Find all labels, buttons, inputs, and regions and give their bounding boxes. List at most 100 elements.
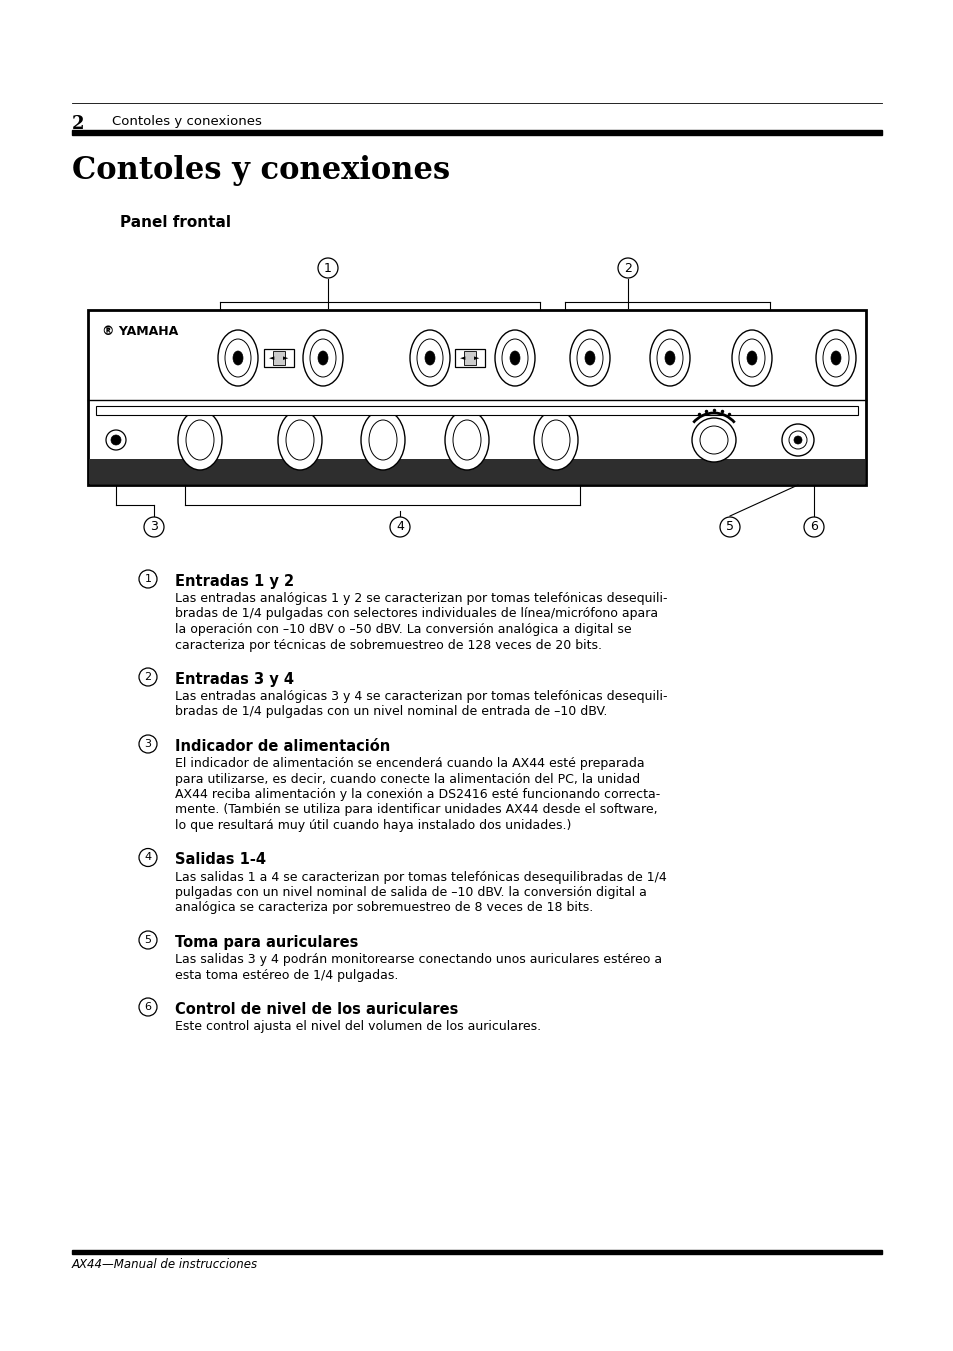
Circle shape bbox=[106, 430, 126, 450]
Bar bbox=[71, 130, 882, 135]
Circle shape bbox=[139, 998, 157, 1016]
Ellipse shape bbox=[822, 339, 848, 377]
Text: lo que resultará muy útil cuando haya instalado dos unidades.): lo que resultará muy útil cuando haya in… bbox=[174, 819, 571, 832]
Ellipse shape bbox=[317, 351, 328, 365]
Text: 1: 1 bbox=[144, 574, 152, 584]
Text: pulgadas con un nivel nominal de salida de –10 dBV. la conversión digital a: pulgadas con un nivel nominal de salida … bbox=[174, 886, 646, 898]
Text: Las salidas 3 y 4 podrán monitorearse conectando unos auriculares estéreo a: Las salidas 3 y 4 podrán monitorearse co… bbox=[174, 952, 661, 966]
Text: bradas de 1/4 pulgadas con selectores individuales de línea/micrófono apara: bradas de 1/4 pulgadas con selectores in… bbox=[174, 608, 658, 620]
Ellipse shape bbox=[453, 420, 480, 459]
Circle shape bbox=[139, 848, 157, 866]
Text: 2: 2 bbox=[623, 262, 631, 274]
Ellipse shape bbox=[186, 420, 213, 459]
Text: para utilizarse, es decir, cuando conecte la alimentación del PC, la unidad: para utilizarse, es decir, cuando conect… bbox=[174, 773, 639, 785]
Ellipse shape bbox=[444, 409, 489, 470]
Bar bbox=[71, 1250, 882, 1254]
Ellipse shape bbox=[541, 420, 569, 459]
Text: Indicador de alimentación: Indicador de alimentación bbox=[174, 739, 390, 754]
Text: Entradas 1 y 2: Entradas 1 y 2 bbox=[174, 574, 294, 589]
Text: AX44—Manual de instrucciones: AX44—Manual de instrucciones bbox=[71, 1258, 258, 1271]
Ellipse shape bbox=[286, 420, 314, 459]
Text: bradas de 1/4 pulgadas con un nivel nominal de entrada de –10 dBV.: bradas de 1/4 pulgadas con un nivel nomi… bbox=[174, 705, 607, 719]
Circle shape bbox=[720, 517, 740, 536]
Ellipse shape bbox=[225, 339, 251, 377]
Text: ►: ► bbox=[283, 355, 289, 361]
Ellipse shape bbox=[657, 339, 682, 377]
Ellipse shape bbox=[416, 339, 442, 377]
Ellipse shape bbox=[664, 351, 675, 365]
Text: 5: 5 bbox=[725, 520, 733, 534]
Text: 1: 1 bbox=[324, 262, 332, 274]
Circle shape bbox=[139, 570, 157, 588]
Text: Entradas 3 y 4: Entradas 3 y 4 bbox=[174, 671, 294, 688]
Circle shape bbox=[618, 258, 638, 278]
Text: Toma para auriculares: Toma para auriculares bbox=[174, 935, 358, 950]
Ellipse shape bbox=[410, 330, 450, 386]
Bar bbox=[88, 309, 865, 485]
Text: esta toma estéreo de 1/4 pulgadas.: esta toma estéreo de 1/4 pulgadas. bbox=[174, 969, 398, 981]
Circle shape bbox=[700, 426, 727, 454]
Bar bbox=[96, 407, 857, 415]
Ellipse shape bbox=[815, 330, 855, 386]
Bar bbox=[89, 459, 864, 484]
Text: mente. (También se utiliza para identificar unidades AX44 desde el software,: mente. (También se utiliza para identifi… bbox=[174, 804, 657, 816]
Text: la operación con –10 dBV o –50 dBV. La conversión analógica a digital se: la operación con –10 dBV o –50 dBV. La c… bbox=[174, 623, 631, 636]
Circle shape bbox=[793, 436, 801, 444]
Circle shape bbox=[691, 417, 735, 462]
Text: 3: 3 bbox=[150, 520, 158, 534]
Ellipse shape bbox=[731, 330, 771, 386]
Text: 3: 3 bbox=[144, 739, 152, 748]
Ellipse shape bbox=[303, 330, 343, 386]
Ellipse shape bbox=[501, 339, 527, 377]
Text: El indicador de alimentación se encenderá cuando la AX44 esté preparada: El indicador de alimentación se encender… bbox=[174, 757, 644, 770]
Text: 2: 2 bbox=[144, 671, 152, 682]
Ellipse shape bbox=[277, 409, 322, 470]
Bar bbox=[455, 349, 484, 367]
Circle shape bbox=[317, 258, 337, 278]
Text: caracteriza por técnicas de sobremuestreo de 128 veces de 20 bits.: caracteriza por técnicas de sobremuestre… bbox=[174, 639, 601, 651]
Text: Control de nivel de los auriculares: Control de nivel de los auriculares bbox=[174, 1002, 457, 1017]
Ellipse shape bbox=[218, 330, 257, 386]
Ellipse shape bbox=[360, 409, 405, 470]
Text: 6: 6 bbox=[144, 1002, 152, 1012]
Circle shape bbox=[144, 517, 164, 536]
Ellipse shape bbox=[739, 339, 764, 377]
Text: 4: 4 bbox=[144, 852, 152, 862]
Bar bbox=[264, 349, 294, 367]
Ellipse shape bbox=[424, 351, 435, 365]
Ellipse shape bbox=[569, 330, 609, 386]
Circle shape bbox=[788, 431, 806, 449]
Ellipse shape bbox=[310, 339, 335, 377]
Ellipse shape bbox=[534, 409, 578, 470]
Ellipse shape bbox=[510, 351, 519, 365]
Text: Panel frontal: Panel frontal bbox=[120, 215, 231, 230]
Bar bbox=[463, 351, 476, 365]
Text: ◄: ◄ bbox=[460, 355, 465, 361]
Circle shape bbox=[803, 517, 823, 536]
Ellipse shape bbox=[584, 351, 595, 365]
Ellipse shape bbox=[746, 351, 757, 365]
Text: Las entradas analógicas 1 y 2 se caracterizan por tomas telefónicas desequili-: Las entradas analógicas 1 y 2 se caracte… bbox=[174, 592, 667, 605]
Text: Este control ajusta el nivel del volumen de los auriculares.: Este control ajusta el nivel del volumen… bbox=[174, 1020, 540, 1034]
Circle shape bbox=[139, 735, 157, 753]
Text: analógica se caracteriza por sobremuestreo de 8 veces de 18 bits.: analógica se caracteriza por sobremuestr… bbox=[174, 901, 593, 915]
Ellipse shape bbox=[577, 339, 602, 377]
Text: AX44 reciba alimentación y la conexión a DS2416 esté funcionando correcta-: AX44 reciba alimentación y la conexión a… bbox=[174, 788, 659, 801]
Circle shape bbox=[139, 931, 157, 948]
Text: 5: 5 bbox=[144, 935, 152, 944]
Text: Las entradas analógicas 3 y 4 se caracterizan por tomas telefónicas desequili-: Las entradas analógicas 3 y 4 se caracte… bbox=[174, 690, 667, 703]
Ellipse shape bbox=[178, 409, 222, 470]
Circle shape bbox=[781, 424, 813, 457]
Text: Salidas 1-4: Salidas 1-4 bbox=[174, 852, 266, 867]
Text: 4: 4 bbox=[395, 520, 403, 534]
Bar bbox=[273, 351, 285, 365]
Circle shape bbox=[390, 517, 410, 536]
Ellipse shape bbox=[233, 351, 243, 365]
Text: ® YAMAHA: ® YAMAHA bbox=[102, 326, 178, 338]
Ellipse shape bbox=[495, 330, 535, 386]
Text: Contoles y conexiones: Contoles y conexiones bbox=[112, 115, 262, 128]
Ellipse shape bbox=[830, 351, 841, 365]
Text: Las salidas 1 a 4 se caracterizan por tomas telefónicas desequilibradas de 1/4: Las salidas 1 a 4 se caracterizan por to… bbox=[174, 870, 666, 884]
Ellipse shape bbox=[369, 420, 396, 459]
Text: ◄: ◄ bbox=[269, 355, 274, 361]
